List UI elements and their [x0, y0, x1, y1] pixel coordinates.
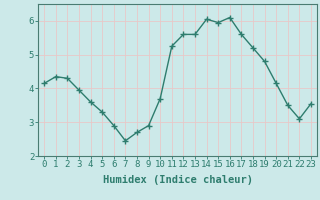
- X-axis label: Humidex (Indice chaleur): Humidex (Indice chaleur): [103, 175, 252, 185]
